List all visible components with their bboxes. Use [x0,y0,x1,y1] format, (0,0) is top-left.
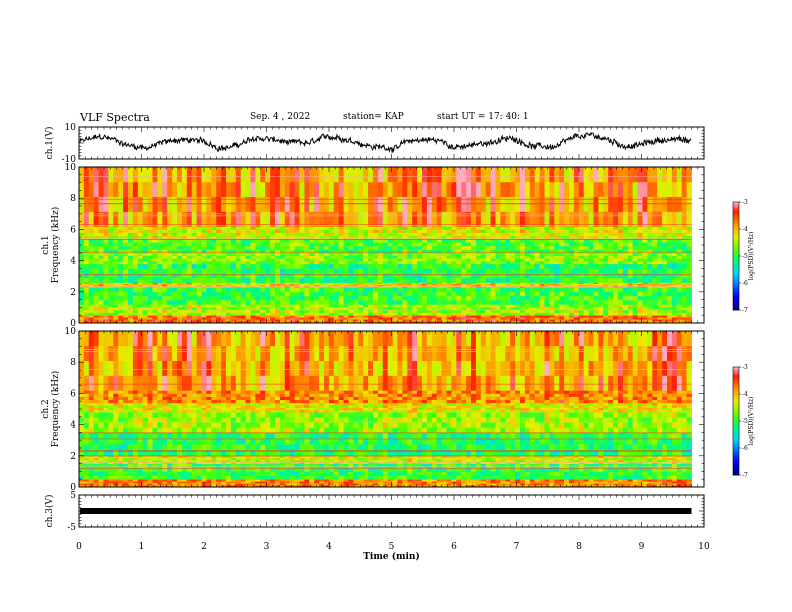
y-tick-label: 4 [70,421,76,431]
y-tick-label: 8 [70,194,76,204]
ch1-trace [79,132,692,153]
x-axis: 0 1 2 3 4 5 6 7 8 9 10 Time (min) [76,542,710,562]
colorbar-tick-label: -7 [742,307,748,314]
colorbar-tick-label: -5 [742,418,748,425]
y-tick-label: 6 [70,225,76,235]
y-tick-label: 0 [70,483,76,493]
colorbar-tick-label: -5 [742,253,748,260]
y-tick-label: 5 [70,491,76,501]
y-tick-label: 8 [70,358,76,368]
x-tick-label: 3 [264,542,270,552]
colorbar-tick-label: -3 [742,199,748,206]
station-label: station= KAP [343,112,404,122]
x-tick-label: 6 [451,542,457,552]
ch1-waveform: 10 -10 ch.1(V) [44,123,705,165]
plot-title: VLF Spectra [80,111,150,124]
date-label: Sep. 4 , 2022 [250,112,311,122]
y-axis-label: ch.3(V) [44,495,55,528]
y-tick-label: 2 [70,452,76,462]
colorbar-label: log(PSD)(V²/Hz) [748,232,755,281]
colorbar: -3 -4 -5 -6 -7 log(PSD)(V²/Hz) [732,199,755,314]
ch2-spectrogram: 0 2 4 6 8 10 Frequency (kHz)ch.2 -3 -4 -5 -6 -7 log(… [41,327,755,493]
y-tick-label: 6 [70,389,76,399]
spectrogram-cells [79,167,692,324]
spectrogram-cells [79,331,692,488]
x-tick-label: 4 [326,542,332,552]
y-tick-label: 2 [70,288,76,298]
y-tick-label: -10 [62,155,77,165]
colorbar-label: log(PSD)(V²/Hz) [748,397,755,446]
x-axis-label: Time (min) [363,551,420,562]
x-tick-label: 2 [201,542,207,552]
colorbar-tick-label: -4 [742,391,748,398]
y-tick-label: -5 [67,523,76,533]
ch3-waveform: 5 -5 ch.3(V) [44,491,705,533]
ch3-trace [80,508,692,514]
x-tick-label: 8 [576,542,582,552]
x-tick-label: 5 [389,542,395,552]
y-tick-label: 10 [65,327,77,337]
y-axis-label: Frequency (kHz) [50,371,61,448]
y-tick-label: 0 [70,319,76,329]
ch1-spectrogram: 0 2 4 6 8 10 Frequency (kHz)ch.1 -3 -4 -5 -6 -7 log(… [41,163,755,329]
x-tick-label: 7 [514,542,520,552]
colorbar-tick-label: -4 [742,226,748,233]
colorbar-tick-label: -7 [742,472,748,479]
channel-label: ch.1 [41,235,51,254]
channel-label: ch.2 [41,399,51,418]
colorbar: -3 -4 -5 -6 -7 log(PSD)(V²/Hz) [732,364,755,479]
start-time-label: start UT = 17: 40: 1 [437,112,529,122]
x-tick-label: 10 [698,542,710,552]
colorbar-tick-label: -6 [742,280,748,287]
y-tick-label: 10 [65,123,77,133]
x-tick-label: 1 [139,542,145,552]
y-tick-label: 4 [70,257,76,267]
y-tick-label: 10 [65,163,77,173]
x-tick-label: 0 [76,542,82,552]
colorbar-tick-label: -6 [742,445,748,452]
colorbar-tick-label: -3 [742,364,748,371]
x-tick-label: 9 [639,542,645,552]
y-axis-label: Frequency (kHz) [50,207,61,284]
y-axis-label: ch.1(V) [44,127,55,160]
